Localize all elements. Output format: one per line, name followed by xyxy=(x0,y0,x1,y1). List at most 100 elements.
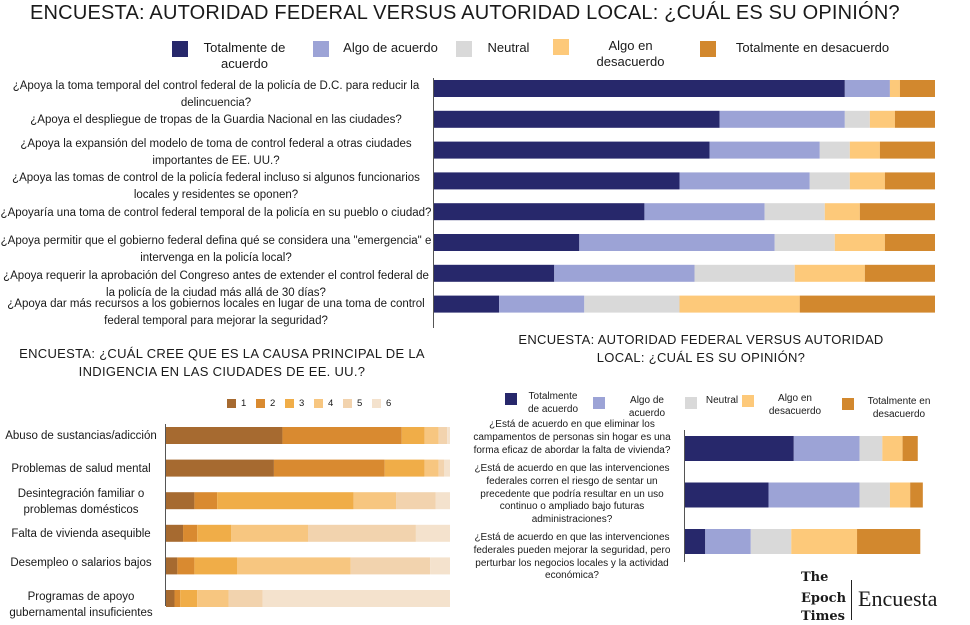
legend-swatch xyxy=(700,41,716,57)
legend-swatch xyxy=(685,397,697,409)
federal-local-question-label: ¿Está de acuerdo en que las intervencion… xyxy=(473,532,671,582)
federal-local-axis-line xyxy=(684,430,685,562)
homeless-category-label: Programas de apoyo gubernamental insufic… xyxy=(9,591,153,619)
homeless-bar-row1-seg2 xyxy=(282,427,402,444)
brand-divider xyxy=(851,580,852,620)
top-bar-row4-seg1 xyxy=(434,172,680,190)
top-bar-row7-seg3 xyxy=(694,264,795,282)
legend-label: Algo en desacuerdo xyxy=(596,38,665,69)
legend-swatch xyxy=(505,393,517,405)
homeless-bar-row3-seg1 xyxy=(166,492,195,510)
federal-local-bar-row2-seg5 xyxy=(910,482,923,508)
homeless-axis-line xyxy=(165,424,166,606)
top-bar-row3-seg2 xyxy=(709,141,820,159)
homeless-bar-row4-seg5 xyxy=(308,524,416,542)
homeless-bar-row5-seg6 xyxy=(430,557,450,575)
homeless-bar-row4-seg6 xyxy=(415,524,450,542)
homeless-bar-row6-seg2 xyxy=(174,590,181,607)
homeless-bar-row2-seg5 xyxy=(438,459,445,477)
federal-local-question-label: ¿Está de acuerdo en que las intervencion… xyxy=(474,463,670,526)
top-bar-row5-seg4 xyxy=(824,203,860,221)
homeless-bar-row4-seg1 xyxy=(166,524,184,542)
top-bar-row5-seg1 xyxy=(434,203,645,221)
top-bar-row3-seg1 xyxy=(434,141,710,159)
top-bar-row4-seg2 xyxy=(679,172,810,190)
legend-swatch xyxy=(842,398,854,410)
legend-label: 6 xyxy=(386,398,392,409)
homeless-bar-row6-seg5 xyxy=(228,590,263,607)
top-legend-item: Algo de acuerdo xyxy=(313,40,443,57)
homeless-legend-item: 5 xyxy=(343,398,362,410)
federal-local-bar-row3-seg1 xyxy=(685,529,706,554)
top-bars xyxy=(434,80,935,313)
legend-label: 2 xyxy=(270,398,276,409)
homeless-bar-row4-seg4 xyxy=(231,524,308,542)
top-question-label: ¿Apoya permitir que el gobierno federal … xyxy=(0,235,432,264)
top-bar-row8-seg2 xyxy=(499,295,585,313)
epoch-times-logo-line-1: The xyxy=(801,570,829,585)
homeless-bar-row1-seg5 xyxy=(438,427,448,444)
homeless-bar-row3-seg4 xyxy=(353,492,397,510)
homeless-bar-row2-seg6 xyxy=(444,459,450,477)
top-legend-item: Algo en desacuerdo xyxy=(553,38,683,70)
top-bar-row4-seg4 xyxy=(849,172,885,190)
top-bar-row1-seg5 xyxy=(899,80,935,97)
top-bar-row8-seg3 xyxy=(584,295,680,313)
top-bar-row7-seg5 xyxy=(864,264,935,282)
top-bar-row3-seg3 xyxy=(819,141,850,159)
legend-swatch xyxy=(314,399,323,408)
federal-local-bar-row3-seg5 xyxy=(857,529,921,554)
federal-local-bar-row1-seg3 xyxy=(859,436,883,461)
homeless-bar-row4-seg3 xyxy=(197,524,232,542)
homeless-bar-row1-seg1 xyxy=(166,427,283,444)
legend-label: Totalmente de acuerdo xyxy=(527,391,579,415)
legend-swatch xyxy=(553,39,569,55)
legend-label: Algo en desacuerdo xyxy=(768,393,822,417)
homeless-bar-row5-seg2 xyxy=(177,557,195,575)
homeless-legend-item: 6 xyxy=(372,398,391,410)
top-bar-row3-seg5 xyxy=(879,141,935,159)
top-bar-row1-seg4 xyxy=(889,80,900,97)
top-legend-item: Totalmente de acuerdo xyxy=(172,40,292,72)
legend-label: 1 xyxy=(241,398,247,409)
homeless-bar-row5-seg3 xyxy=(194,557,237,575)
federal-local-bar-row3-seg3 xyxy=(750,529,792,554)
homeless-bar-row3-seg2 xyxy=(194,492,218,510)
top-bar-row1-seg1 xyxy=(434,80,845,97)
top-bar-row2-seg4 xyxy=(869,110,895,128)
legend-swatch xyxy=(593,397,605,409)
federal-local-bar-row1-seg1 xyxy=(685,436,794,461)
top-bar-row6-seg3 xyxy=(774,234,835,251)
top-bar-row5-seg3 xyxy=(764,203,825,221)
top-question-label: ¿Apoya requerir la aprobación del Congre… xyxy=(3,270,429,299)
homeless-bar-row5-seg5 xyxy=(350,557,431,575)
legend-label: Neutral xyxy=(705,395,739,406)
federal-local-bar-row3-seg2 xyxy=(705,529,751,554)
federal-local-bar-row1-seg5 xyxy=(902,436,918,461)
homeless-category-label: Abuso de sustancias/adicción xyxy=(5,430,157,442)
top-bar-row2-seg3 xyxy=(844,110,870,128)
homeless-bar-row6-seg1 xyxy=(166,590,175,607)
epoch-times-logo-line-3: Times xyxy=(801,609,845,624)
top-bar-row6-seg4 xyxy=(834,234,885,251)
top-bar-row6-seg1 xyxy=(434,234,580,251)
legend-swatch xyxy=(742,395,754,407)
top-bar-row7-seg1 xyxy=(434,264,555,282)
legend-swatch xyxy=(372,399,381,408)
federal-local-bar-row1-seg2 xyxy=(793,436,860,461)
legend-swatch xyxy=(456,41,472,57)
homeless-bar-row2-seg2 xyxy=(273,459,385,477)
homeless-bar-row6-seg6 xyxy=(262,590,450,607)
federal-local-legend-item: Totalmente en desacuerdo xyxy=(842,395,938,421)
legend-swatch xyxy=(285,399,294,408)
top-bar-row8-seg5 xyxy=(799,295,935,313)
federal-local-legend-item: Neutral xyxy=(685,394,741,409)
legend-label: Neutral xyxy=(487,40,530,55)
legend-swatch xyxy=(172,41,188,57)
top-legend-item: Neutral xyxy=(456,40,536,57)
top-bar-row8-seg4 xyxy=(679,295,800,313)
top-axis-line xyxy=(433,78,434,328)
legend-swatch xyxy=(313,41,329,57)
homeless-legend-item: 3 xyxy=(285,398,304,410)
top-question-label: ¿Apoya dar más recursos a los gobiernos … xyxy=(7,298,425,327)
